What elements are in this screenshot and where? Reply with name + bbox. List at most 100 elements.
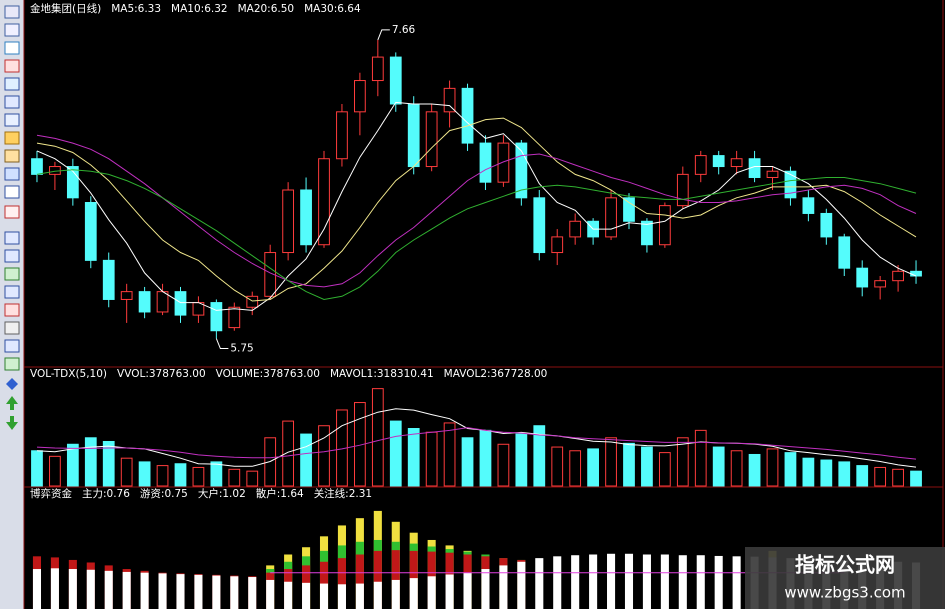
annotation: 7.66	[392, 24, 416, 36]
fund-bar	[732, 556, 741, 609]
candle-body	[892, 270, 904, 282]
fund-bar	[86, 569, 95, 609]
tool-icon[interactable]	[4, 149, 20, 163]
volume-bar	[497, 443, 510, 487]
tool-icon[interactable]	[6, 378, 18, 390]
volume-bar	[300, 433, 312, 487]
tool-icon[interactable]	[4, 23, 20, 37]
volume-bar	[623, 442, 635, 487]
candle-body	[658, 205, 671, 246]
tool-icon[interactable]	[4, 41, 20, 55]
candle-body	[641, 220, 653, 246]
fund-bar	[194, 574, 203, 609]
candle-body	[856, 267, 869, 288]
fund-bar	[714, 555, 723, 609]
fund-bar	[678, 555, 687, 609]
candle-body	[300, 189, 312, 246]
legend-entry: MA30:6.64	[304, 3, 361, 15]
fund-bar	[104, 570, 113, 609]
watermark-box	[745, 547, 945, 609]
candle-body	[389, 56, 402, 105]
fund-bar	[302, 582, 311, 609]
legend-entry: MA5:6.33	[111, 3, 161, 15]
fund-bar	[337, 584, 346, 609]
candle-body	[676, 173, 689, 207]
candle-body	[264, 252, 277, 297]
volume-bar	[156, 465, 169, 487]
tool-icon[interactable]	[4, 167, 20, 181]
fund-bar	[212, 575, 221, 609]
volume-bar	[102, 440, 115, 487]
candle-body	[802, 197, 815, 214]
tool-icon[interactable]	[4, 77, 20, 91]
tool-icon[interactable]	[4, 205, 20, 219]
indicator-line	[36, 169, 917, 301]
volume-bar	[712, 446, 725, 487]
fund-bar	[373, 550, 382, 609]
tool-icon[interactable]	[4, 285, 20, 299]
volume-bar	[910, 470, 922, 487]
volume-bar	[515, 433, 528, 487]
tool-icon[interactable]	[4, 113, 20, 127]
volume-bar	[533, 425, 546, 487]
volume-bar	[479, 429, 492, 487]
fund-bar	[230, 576, 239, 609]
fund-bar	[284, 581, 293, 609]
candle-body	[31, 158, 43, 175]
tool-icon[interactable]	[4, 95, 20, 109]
volume-bar	[138, 461, 151, 487]
candle-body	[910, 270, 922, 277]
candle-body	[784, 170, 797, 199]
volume-bar	[551, 446, 564, 487]
candle-body	[84, 202, 97, 261]
candle-body	[246, 295, 259, 308]
tool-icon[interactable]	[4, 59, 20, 73]
candle-body	[66, 166, 79, 199]
tool-icon[interactable]	[4, 321, 20, 335]
candle-body	[156, 291, 169, 313]
tool-icon[interactable]	[4, 131, 20, 145]
fund-bar	[248, 577, 257, 609]
tool-icon[interactable]	[4, 303, 20, 317]
tool-icon[interactable]	[4, 185, 20, 199]
fund-bar	[391, 579, 400, 609]
tool-icon[interactable]	[4, 357, 20, 371]
fund-bar	[337, 558, 346, 609]
legend-entry: MA20:6.50	[238, 3, 295, 15]
candle-body	[138, 291, 151, 313]
candle-body	[282, 189, 295, 254]
tool-icon[interactable]	[6, 416, 18, 430]
tool-icon[interactable]	[4, 339, 20, 353]
tool-icon[interactable]	[4, 231, 20, 245]
tool-icon[interactable]	[4, 249, 20, 263]
fund-bar	[176, 574, 185, 609]
tool-icon[interactable]	[4, 267, 20, 281]
volume-bar	[228, 468, 241, 487]
candle-body	[120, 291, 133, 300]
volume-bar	[694, 429, 707, 487]
watermark-title: 指标公式网	[795, 553, 895, 577]
volume-bar	[210, 461, 223, 487]
volume-bar	[766, 448, 779, 487]
tool-icon[interactable]	[6, 396, 18, 410]
candle-body	[605, 197, 617, 238]
volume-bar	[246, 470, 259, 487]
fund-bar	[32, 569, 42, 609]
candle-body	[820, 212, 833, 238]
annotation: 5.75	[230, 343, 253, 355]
candle-body	[551, 236, 564, 254]
volume-bar	[461, 437, 474, 487]
volume-bar	[605, 437, 617, 487]
legend-entry: 散户:1.64	[256, 487, 304, 500]
volume-bar	[838, 461, 851, 487]
fund-bar	[355, 583, 364, 609]
volume-bar	[282, 420, 295, 487]
volume-bar	[425, 431, 438, 487]
volume-bar	[892, 468, 904, 487]
volume-bar	[443, 422, 456, 487]
candle-body	[443, 87, 456, 113]
fund-bar	[642, 554, 651, 609]
candle-body	[874, 280, 887, 288]
tool-icon[interactable]	[4, 5, 20, 19]
